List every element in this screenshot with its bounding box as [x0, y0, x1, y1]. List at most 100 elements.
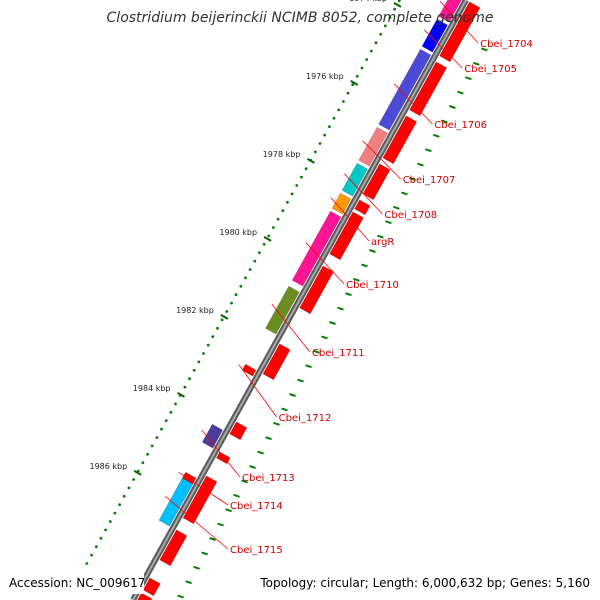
reverse-strand-genes: [137, 1, 481, 600]
inner-tick: [257, 450, 264, 455]
gene-label[interactable]: Cbei_1710: [346, 280, 399, 291]
callout-line: [178, 471, 229, 506]
ruler-dot: [211, 335, 215, 339]
inner-tick: [209, 537, 216, 541]
ruler-dot: [355, 74, 359, 78]
ruler-dot: [328, 125, 331, 129]
ruler-dot: [397, 0, 401, 3]
inner-tick: [417, 162, 424, 167]
gene-label[interactable]: Cbei_1715: [230, 545, 283, 556]
ruler-ticks: [85, 0, 402, 565]
callout-line: [330, 197, 370, 242]
gene-label[interactable]: argR: [371, 237, 394, 248]
gene-label[interactable]: Cbei_1708: [384, 210, 437, 221]
inner-tick: [201, 551, 208, 556]
gene-label[interactable]: Cbei_1706: [434, 120, 487, 131]
callout-line: [201, 430, 241, 478]
inner-tick: [401, 191, 408, 196]
ruler-dot: [262, 242, 266, 246]
ruler-dot: [132, 478, 136, 481]
inner-tick: [473, 61, 480, 66]
ruler-label: 1976 kbp: [306, 72, 344, 81]
reverse-gene[interactable]: [159, 529, 188, 567]
inner-tick: [345, 292, 352, 297]
ruler-dot: [393, 7, 396, 11]
inner-tick: [409, 177, 416, 181]
callout-line: [271, 304, 311, 353]
inner-tick: [481, 47, 488, 52]
map-title: Clostridium beijerinckii NCIMB 8052, com…: [107, 10, 494, 26]
inner-tick: [377, 234, 384, 239]
reverse-gene[interactable]: [137, 592, 153, 600]
ruler-major-tick: [177, 391, 186, 398]
gene-cbei_1706[interactable]: [378, 48, 432, 131]
gene-cbei_1711[interactable]: [265, 285, 300, 335]
ruler-dot: [383, 24, 387, 28]
ruler-dot: [118, 503, 121, 507]
gene-cbei_1704[interactable]: [438, 0, 463, 23]
ruler-dot: [85, 562, 89, 565]
ruler-dot: [300, 175, 303, 179]
inner-tick: [321, 335, 328, 340]
gene-label[interactable]: Cbei_1711: [312, 348, 365, 359]
gene-label[interactable]: Cbei_1705: [464, 64, 517, 75]
ruler-major-tick: [350, 79, 359, 86]
ruler-dot: [304, 167, 308, 171]
gene-label[interactable]: Cbei_1707: [403, 175, 456, 186]
reverse-gene[interactable]: [354, 199, 371, 216]
ruler-dot: [188, 377, 191, 381]
reverse-gene[interactable]: [262, 343, 291, 381]
ruler-dot: [253, 259, 257, 263]
reverse-gene[interactable]: [329, 211, 364, 261]
reverse-gene[interactable]: [382, 115, 418, 165]
inner-tick: [249, 465, 256, 469]
gene-cbei_1708[interactable]: [341, 162, 369, 197]
inner-tick: [305, 364, 312, 369]
ruler-major-tick: [306, 157, 315, 164]
inner-tick: [313, 349, 320, 354]
reverse-gene[interactable]: [182, 475, 218, 525]
ruler-label: 1984 kbp: [133, 384, 171, 393]
ruler-dot: [104, 528, 107, 532]
gene-cbei_1715[interactable]: [158, 477, 194, 527]
ruler-dot: [174, 402, 177, 406]
ruler-dot: [234, 293, 238, 297]
gene-argr[interactable]: [331, 192, 352, 215]
reverse-gene[interactable]: [439, 1, 481, 63]
ruler-dot: [314, 150, 317, 154]
inner-tick: [185, 580, 192, 585]
ruler-dot: [155, 436, 159, 439]
ruler-dot: [276, 217, 280, 221]
reverse-gene[interactable]: [229, 421, 248, 441]
gene-label[interactable]: Cbei_1712: [279, 413, 332, 424]
ruler-dot: [206, 343, 210, 347]
ruler-dot: [369, 49, 373, 53]
ruler-major-tick: [133, 469, 142, 476]
ruler-dot: [183, 385, 187, 389]
ruler-dot: [365, 58, 369, 61]
ruler-dot: [141, 461, 145, 465]
ruler-dot: [90, 553, 93, 557]
ruler-dot: [332, 116, 336, 120]
ruler-dot: [202, 352, 205, 355]
ruler-dot: [272, 226, 275, 229]
reverse-gene[interactable]: [299, 265, 334, 315]
ruler-dot: [351, 83, 355, 87]
inner-tick: [233, 493, 240, 498]
gene-cbei_1707[interactable]: [358, 126, 389, 167]
reverse-gene[interactable]: [409, 61, 448, 117]
ruler-dot: [108, 520, 112, 523]
ruler-dot: [388, 16, 392, 19]
gene-cbei_1713[interactable]: [201, 423, 224, 449]
accession-label: Accession: NC_009617: [9, 576, 145, 590]
ruler-dot: [146, 452, 150, 456]
gene-label[interactable]: Cbei_1713: [242, 473, 295, 484]
gene-cbei_1710[interactable]: [291, 210, 342, 287]
gene-cbei_1712[interactable]: [241, 363, 257, 377]
inner-tick: [265, 436, 272, 441]
gene-label[interactable]: Cbei_1704: [480, 39, 533, 50]
ruler-dot: [122, 494, 126, 498]
callout-line: [424, 29, 463, 69]
gene-label[interactable]: Cbei_1714: [230, 501, 283, 512]
ruler-dot: [281, 209, 285, 213]
